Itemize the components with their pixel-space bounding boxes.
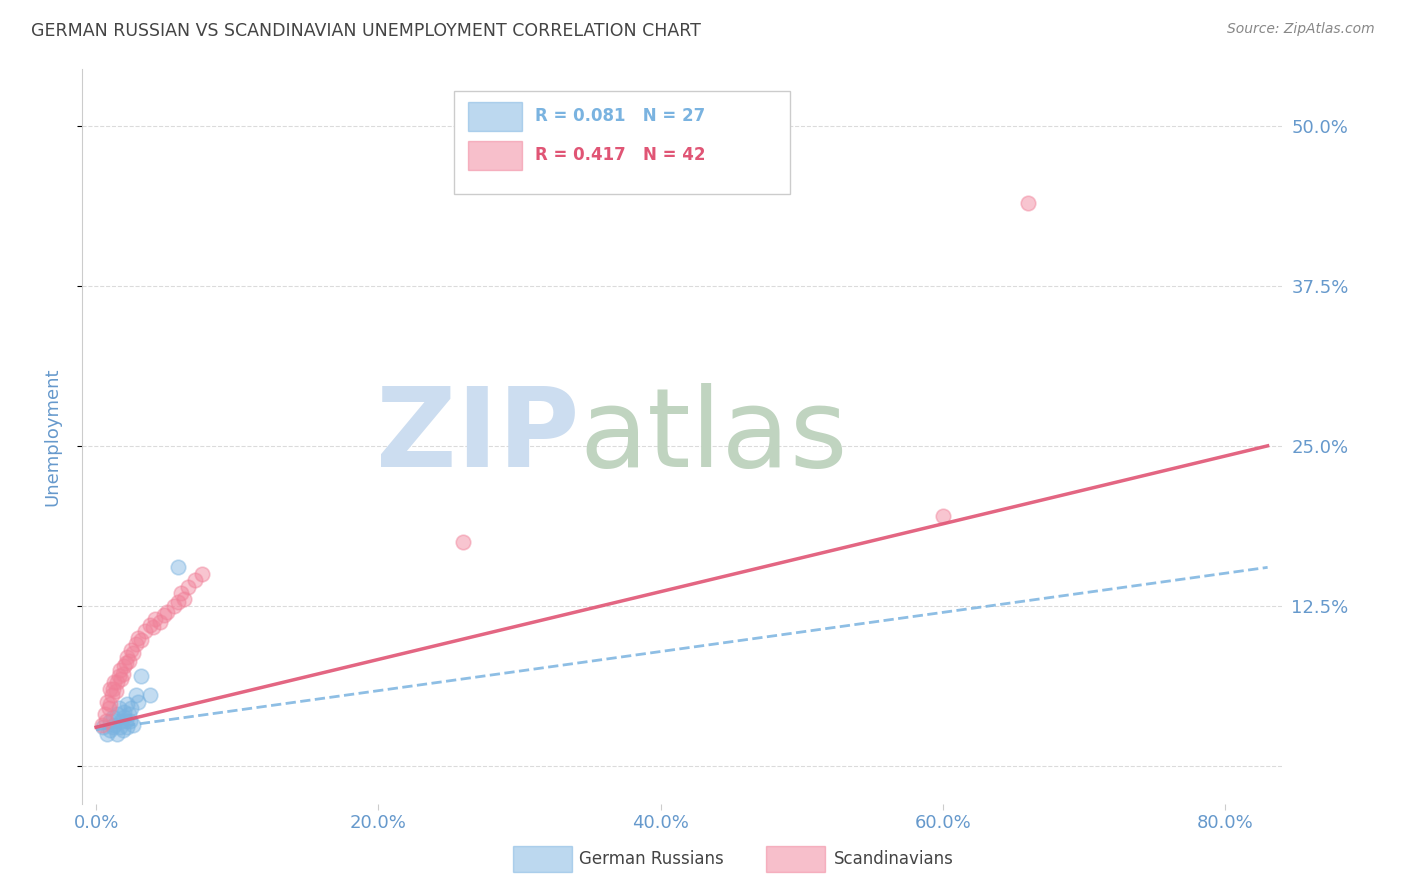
Point xyxy=(177,580,200,594)
Point xyxy=(121,717,143,731)
Point xyxy=(112,710,135,724)
Point xyxy=(170,586,193,600)
Text: atlas: atlas xyxy=(579,383,848,490)
Point xyxy=(138,688,160,702)
Point xyxy=(120,643,142,657)
Point xyxy=(103,717,125,731)
Point xyxy=(129,669,152,683)
Point xyxy=(111,723,134,737)
Point xyxy=(96,695,118,709)
Point xyxy=(104,684,127,698)
Point xyxy=(110,714,132,728)
Point xyxy=(98,681,121,696)
Point xyxy=(112,705,135,719)
Point xyxy=(100,688,122,702)
Point xyxy=(94,714,117,728)
Point xyxy=(191,566,214,581)
Point xyxy=(134,624,156,639)
Text: ZIP: ZIP xyxy=(377,383,579,490)
Point xyxy=(121,646,143,660)
Point xyxy=(184,573,207,587)
Point xyxy=(117,707,139,722)
Point xyxy=(111,666,134,681)
Point xyxy=(167,560,190,574)
Point xyxy=(105,675,128,690)
Point xyxy=(90,717,112,731)
Point xyxy=(129,633,152,648)
Point xyxy=(101,720,124,734)
Point xyxy=(156,605,179,619)
Point xyxy=(114,657,136,671)
Point xyxy=(932,509,955,524)
Point xyxy=(173,592,195,607)
Text: R = 0.417   N = 42: R = 0.417 N = 42 xyxy=(536,146,706,164)
Bar xyxy=(454,91,790,194)
Point xyxy=(114,714,136,728)
Point xyxy=(167,595,190,609)
Point xyxy=(118,714,141,728)
Point xyxy=(127,631,149,645)
Point xyxy=(117,654,139,668)
Point xyxy=(97,701,120,715)
Point xyxy=(115,720,138,734)
Point xyxy=(103,675,125,690)
Point xyxy=(107,669,129,683)
Point xyxy=(141,620,163,634)
Point xyxy=(107,701,129,715)
Point xyxy=(115,649,138,664)
Text: Source: ZipAtlas.com: Source: ZipAtlas.com xyxy=(1227,22,1375,37)
Point xyxy=(153,607,176,622)
FancyBboxPatch shape xyxy=(468,102,522,131)
Point xyxy=(120,701,142,715)
Text: Scandinavians: Scandinavians xyxy=(834,850,953,868)
Point xyxy=(451,534,474,549)
Point xyxy=(101,681,124,696)
Point xyxy=(101,710,124,724)
Point xyxy=(110,672,132,686)
Point xyxy=(1017,195,1039,210)
Point xyxy=(91,720,114,734)
Point xyxy=(108,663,131,677)
Point xyxy=(105,726,128,740)
Y-axis label: Unemployment: Unemployment xyxy=(44,367,60,506)
Point xyxy=(108,720,131,734)
Point xyxy=(124,688,146,702)
Text: German Russians: German Russians xyxy=(579,850,724,868)
Point xyxy=(93,707,115,722)
Point xyxy=(138,618,160,632)
Point xyxy=(105,707,128,722)
FancyBboxPatch shape xyxy=(468,141,522,170)
Point xyxy=(98,714,121,728)
Point xyxy=(143,611,166,625)
Point xyxy=(115,697,138,711)
Point xyxy=(112,658,135,673)
Point xyxy=(163,599,186,613)
Point xyxy=(124,637,146,651)
Point xyxy=(98,723,121,737)
Point xyxy=(96,726,118,740)
Point xyxy=(127,695,149,709)
Point xyxy=(149,615,172,630)
Text: GERMAN RUSSIAN VS SCANDINAVIAN UNEMPLOYMENT CORRELATION CHART: GERMAN RUSSIAN VS SCANDINAVIAN UNEMPLOYM… xyxy=(31,22,700,40)
Point xyxy=(98,697,121,711)
Text: R = 0.081   N = 27: R = 0.081 N = 27 xyxy=(536,107,706,125)
